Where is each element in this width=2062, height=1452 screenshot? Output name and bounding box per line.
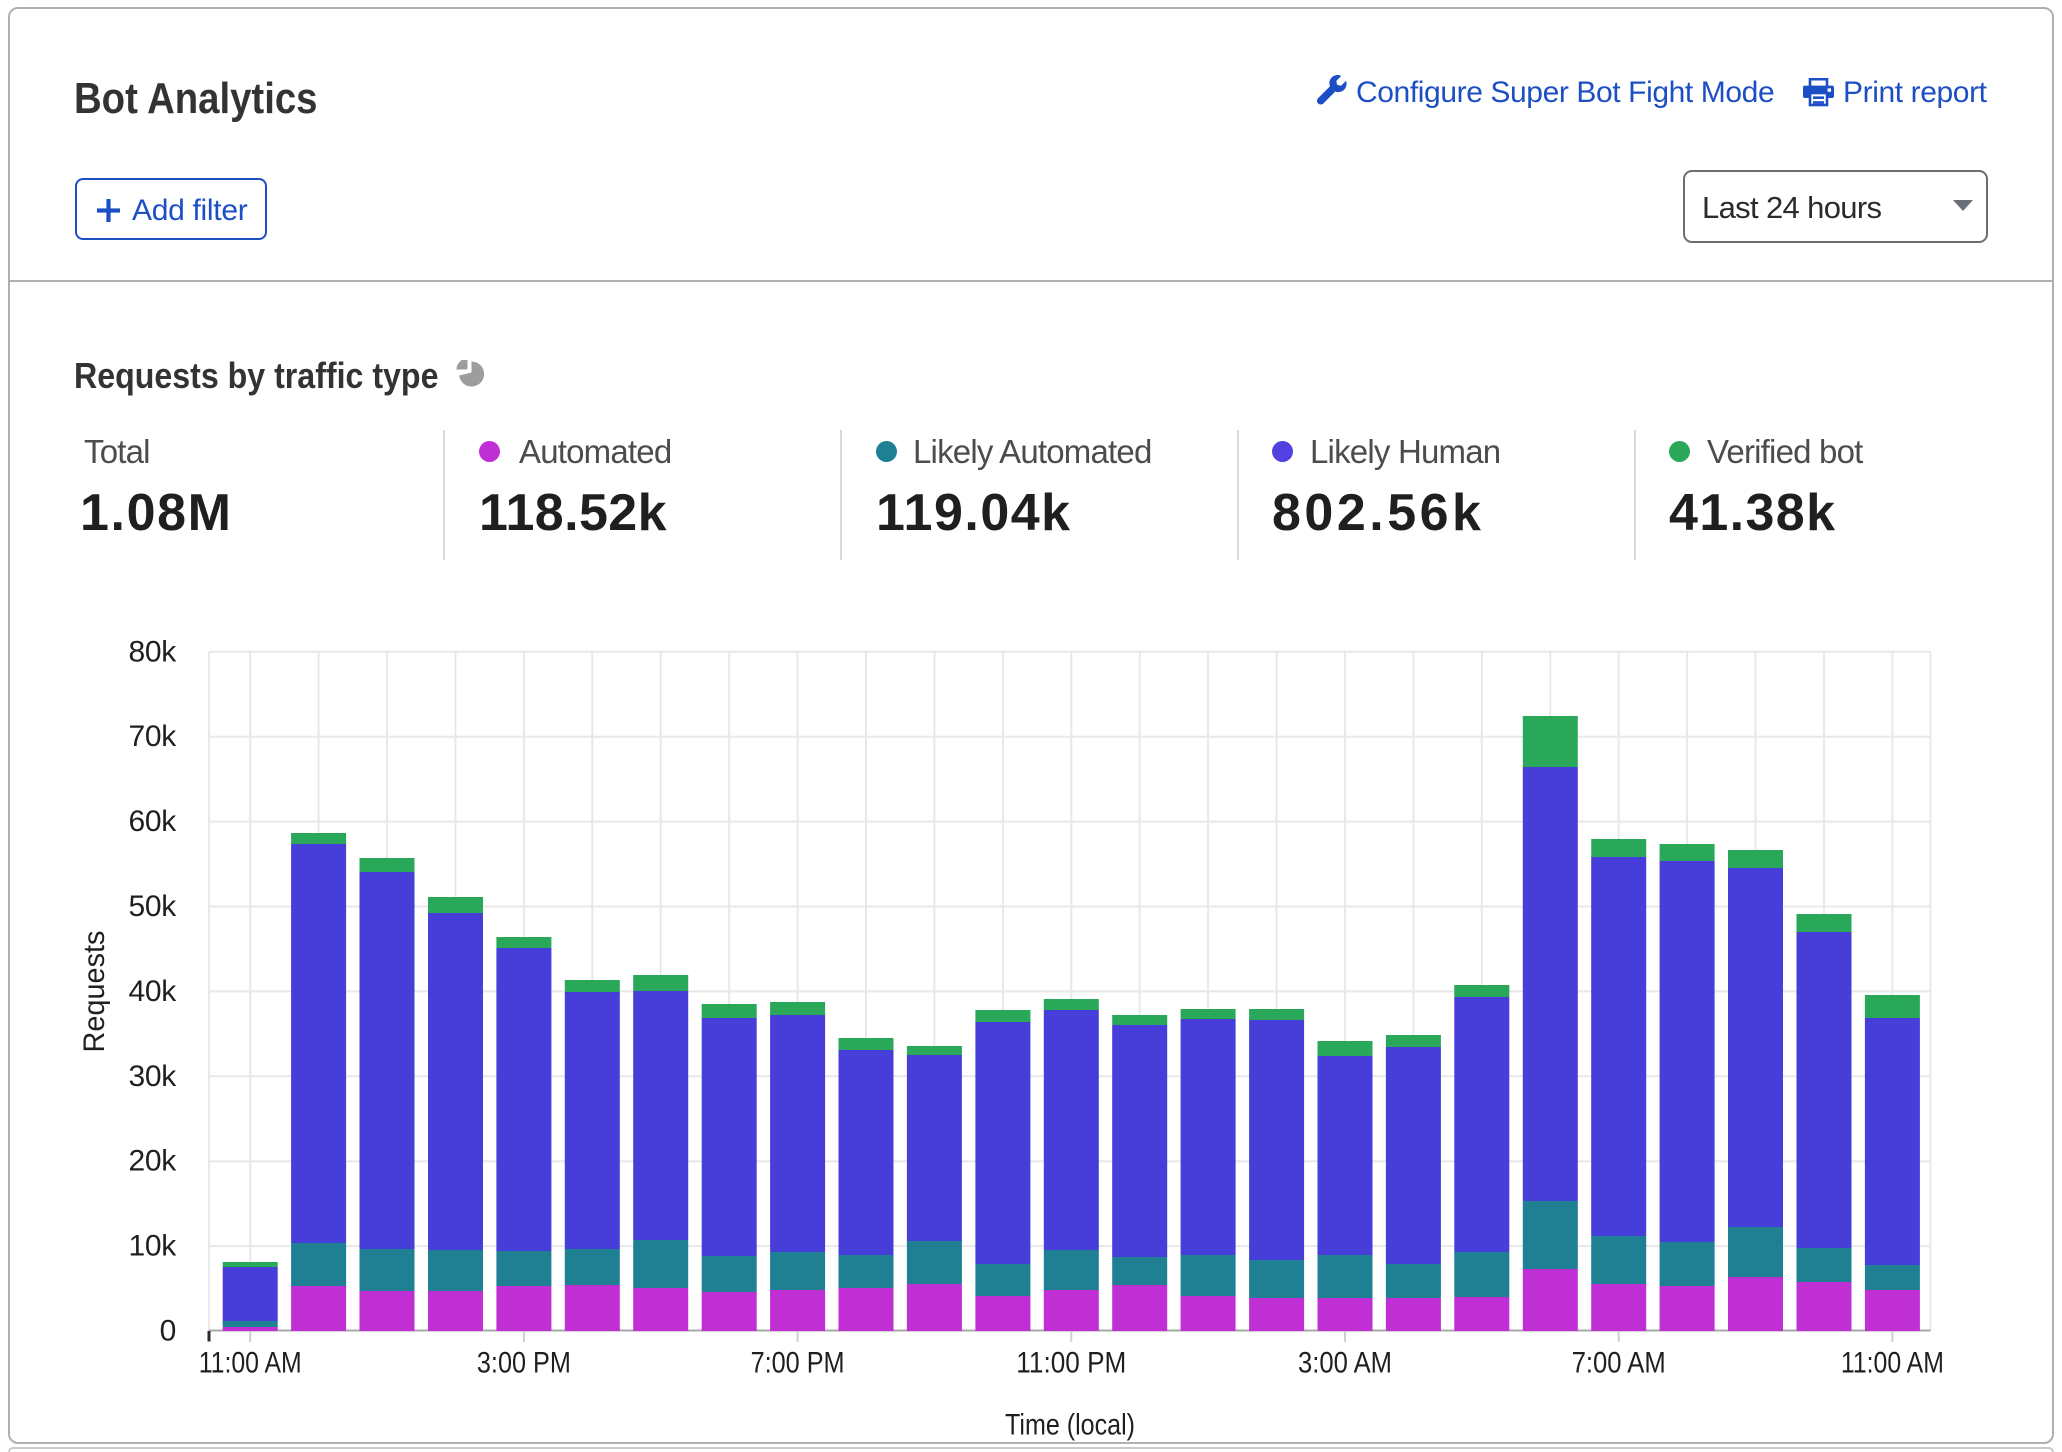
- svg-text:40k: 40k: [129, 975, 178, 1008]
- svg-text:Time (local): Time (local): [1005, 1409, 1135, 1442]
- svg-text:70k: 70k: [129, 720, 178, 753]
- svg-text:30k: 30k: [129, 1060, 178, 1093]
- svg-text:80k: 80k: [129, 635, 178, 668]
- svg-text:7:00 PM: 7:00 PM: [751, 1346, 845, 1379]
- svg-text:Requests: Requests: [78, 931, 111, 1053]
- svg-text:11:00 AM: 11:00 AM: [199, 1346, 302, 1379]
- svg-text:0: 0: [160, 1315, 176, 1348]
- svg-text:3:00 AM: 3:00 AM: [1298, 1346, 1392, 1379]
- svg-text:20k: 20k: [129, 1145, 178, 1178]
- svg-text:60k: 60k: [129, 805, 178, 838]
- svg-text:10k: 10k: [129, 1230, 178, 1263]
- svg-text:11:00 PM: 11:00 PM: [1016, 1346, 1126, 1379]
- svg-text:50k: 50k: [129, 890, 178, 923]
- svg-text:7:00 AM: 7:00 AM: [1572, 1346, 1666, 1379]
- svg-text:11:00 AM: 11:00 AM: [1841, 1346, 1944, 1379]
- svg-text:3:00 PM: 3:00 PM: [477, 1346, 571, 1379]
